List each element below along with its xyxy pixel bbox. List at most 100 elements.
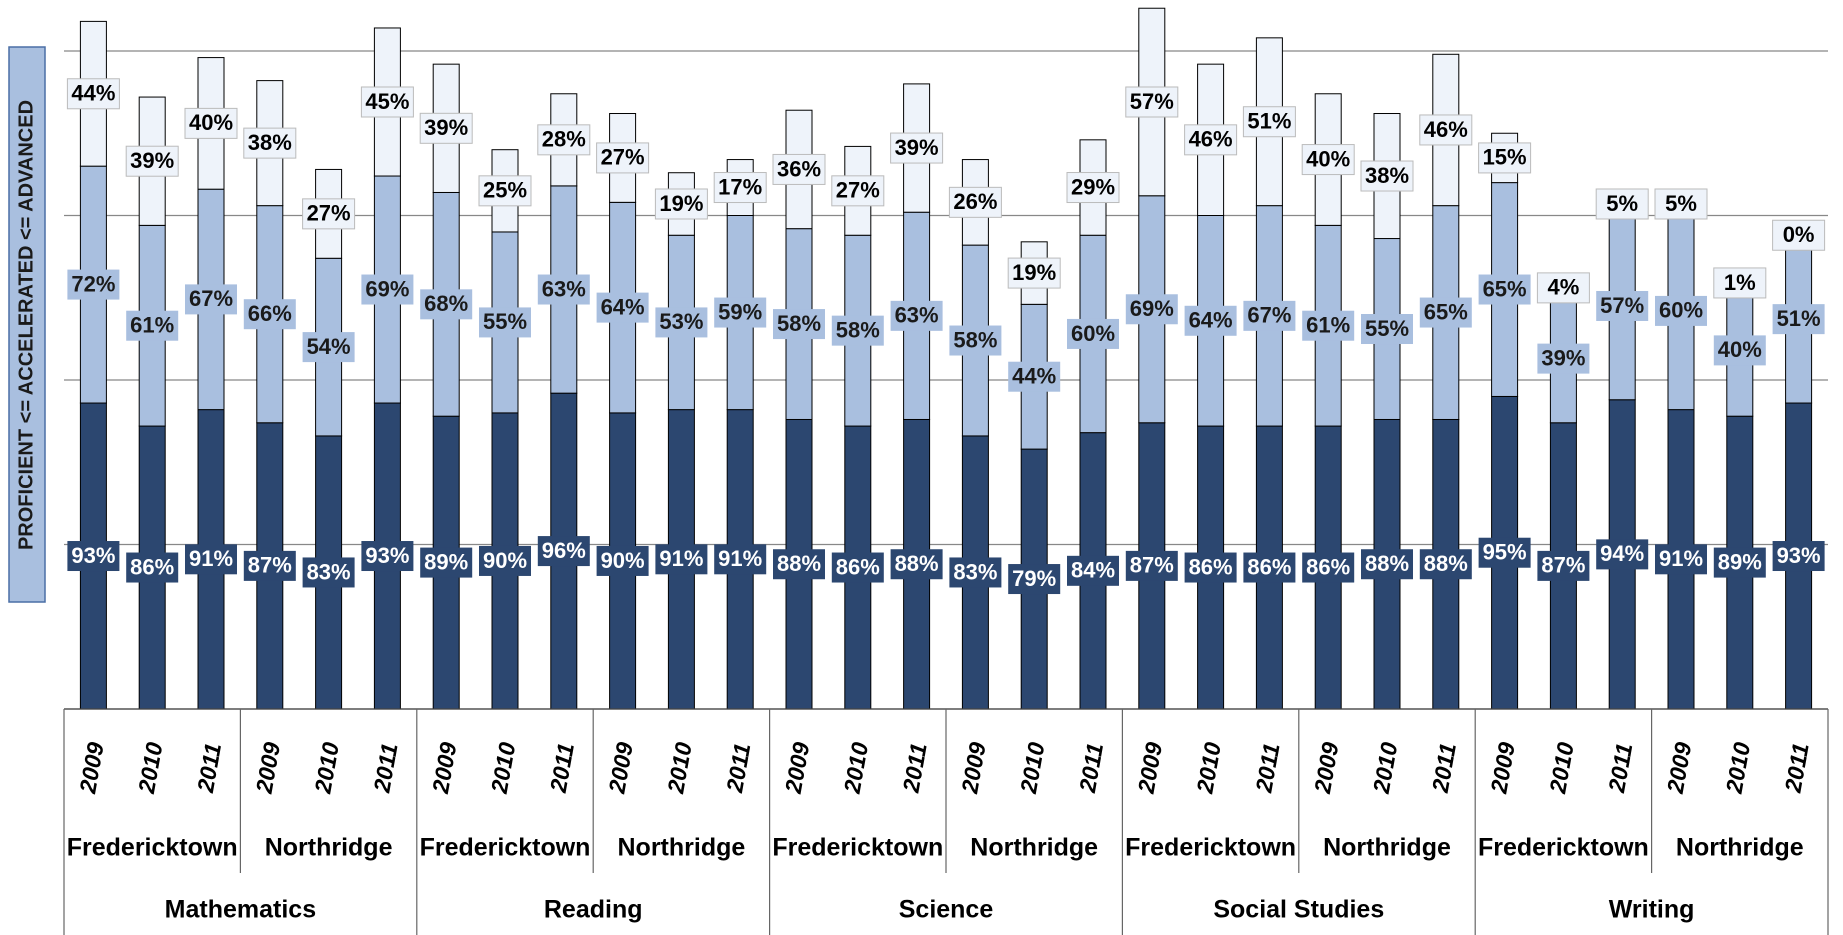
value-label: 51%: [1777, 306, 1821, 331]
value-label: 39%: [1541, 345, 1585, 370]
school-label: Northridge: [618, 834, 746, 862]
value-label: 40%: [189, 110, 233, 135]
value-label: 88%: [1365, 551, 1409, 576]
value-label: 4%: [1548, 275, 1580, 300]
value-label: 59%: [718, 299, 762, 324]
school-label: Northridge: [265, 834, 393, 862]
value-label: 1%: [1724, 270, 1756, 295]
value-label-box: [1713, 267, 1767, 299]
value-label: 91%: [718, 546, 762, 571]
value-label-box: [360, 86, 414, 118]
value-label-box: [654, 188, 708, 220]
value-label-box: [831, 175, 885, 207]
value-label-box: [1655, 295, 1707, 326]
value-label: 61%: [130, 313, 174, 338]
value-label: 5%: [1665, 191, 1697, 216]
x-tick-label: 2010: [1015, 740, 1050, 796]
x-tick-label: 2010: [838, 740, 873, 796]
value-label-box: [1772, 304, 1825, 335]
x-tick-label: 2011: [1779, 741, 1813, 795]
school-label: Northridge: [1676, 834, 1804, 862]
value-label-box: [1067, 318, 1119, 349]
x-tick-label: 2011: [1603, 741, 1637, 795]
value-label-box: [1595, 188, 1649, 220]
subject-label: Science: [899, 896, 994, 924]
value-label-box: [1066, 172, 1120, 204]
value-label: 90%: [483, 548, 527, 573]
x-tick-label: 2010: [309, 740, 344, 796]
school-label: Fredericktown: [772, 834, 943, 862]
value-label: 86%: [130, 554, 174, 579]
value-label: 67%: [189, 286, 233, 311]
value-label: 45%: [365, 89, 409, 114]
value-label: 44%: [1012, 364, 1056, 389]
value-label: 72%: [71, 271, 115, 296]
value-label-box: [1184, 552, 1237, 583]
value-label-box: [655, 544, 708, 575]
value-label-box: [596, 545, 649, 576]
value-label-box: [67, 541, 120, 572]
value-label-box: [1302, 552, 1355, 583]
value-label-box: [478, 175, 532, 207]
value-label: 38%: [1365, 163, 1409, 188]
value-label: 46%: [1189, 127, 1233, 152]
value-label: 57%: [1130, 89, 1174, 114]
value-label: 58%: [836, 317, 880, 342]
value-label: 95%: [1483, 540, 1527, 565]
value-label: 27%: [836, 178, 880, 203]
value-label: 83%: [953, 559, 997, 584]
value-label-box: [1654, 188, 1708, 220]
value-label: 63%: [895, 303, 939, 328]
x-tick-label: 2011: [368, 741, 402, 795]
value-label-box: [1537, 550, 1590, 581]
x-tick-label: 2009: [1132, 740, 1167, 796]
value-label: 93%: [1777, 543, 1821, 568]
value-label-box: [1596, 539, 1649, 570]
value-label-box: [126, 552, 179, 583]
value-label: 90%: [601, 548, 645, 573]
value-label: 88%: [777, 551, 821, 576]
x-tick-label: 2010: [1191, 740, 1226, 796]
school-label: Fredericktown: [67, 834, 238, 862]
value-label-box: [1713, 335, 1766, 366]
value-label: 65%: [1424, 299, 1468, 324]
value-label: 69%: [1130, 296, 1174, 321]
value-label-box: [714, 297, 767, 328]
value-label: 39%: [130, 148, 174, 173]
value-label-box: [537, 274, 590, 305]
value-label-box: [1478, 274, 1531, 305]
school-label: Northridge: [970, 834, 1098, 862]
value-label: 51%: [1247, 109, 1291, 134]
value-label: 58%: [953, 327, 997, 352]
value-label-box: [1361, 314, 1413, 345]
value-label: 39%: [424, 115, 468, 140]
value-label: 25%: [483, 178, 527, 203]
value-label: 40%: [1306, 146, 1350, 171]
value-label: 91%: [1659, 546, 1703, 571]
school-label: Fredericktown: [420, 834, 591, 862]
value-label: 87%: [1130, 553, 1174, 578]
x-tick-label: 2011: [1427, 741, 1461, 795]
value-label-box: [773, 309, 825, 340]
value-label-box: [1125, 550, 1178, 581]
value-label-box: [419, 112, 473, 144]
value-label-box: [949, 557, 1002, 588]
value-label-box: [1655, 544, 1707, 575]
value-label-box: [1419, 114, 1473, 146]
value-label-box: [1419, 549, 1472, 580]
value-label-box: [361, 541, 414, 572]
value-label: 54%: [307, 334, 351, 359]
value-label-box: [479, 307, 531, 338]
value-label-box: [537, 536, 590, 567]
value-label-box: [890, 549, 943, 580]
value-label: 93%: [71, 543, 115, 568]
value-label-box: [1184, 124, 1238, 156]
x-tick-label: 2011: [192, 741, 226, 795]
value-label: 5%: [1606, 191, 1638, 216]
value-label: 57%: [1600, 293, 1644, 318]
x-tick-label: 2010: [1544, 740, 1579, 796]
value-label-box: [1419, 297, 1472, 328]
value-label: 87%: [248, 553, 292, 578]
value-label-box: [948, 186, 1002, 218]
value-label: 91%: [659, 546, 703, 571]
